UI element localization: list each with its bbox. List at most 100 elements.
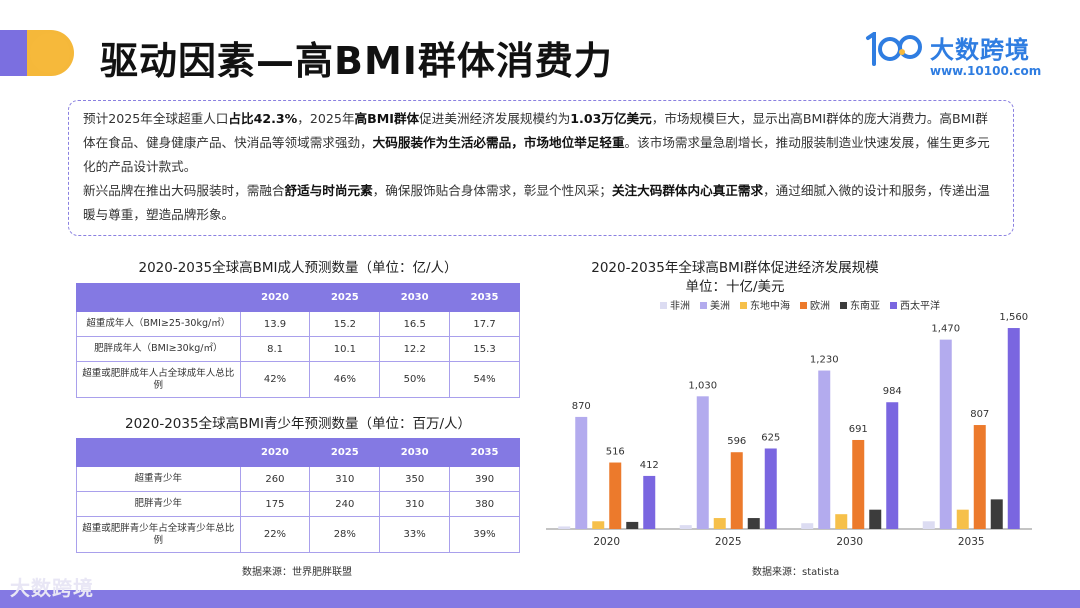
legend-swatch	[890, 302, 897, 309]
table-row: 肥胖青少年 175 240 310 380	[76, 491, 520, 517]
data-label: 516	[606, 447, 625, 458]
adult-forecast-table: 2020 2025 2030 2035 超重成年人（BMI≥25-30kg/㎡）…	[76, 283, 520, 398]
chart-subtitle: 单位：十亿/美元	[685, 279, 785, 295]
table-cell: 260	[239, 466, 311, 492]
table-cell: 10.1	[309, 336, 381, 362]
youth-table-title: 2020-2035全球高BMI青少年预测数量（单位：百万/人）	[124, 416, 472, 432]
summary-bold: 高BMI群体	[354, 111, 420, 126]
data-label: 596	[727, 436, 746, 447]
title-accent-shape	[0, 30, 74, 76]
summary-bold: 1.03万亿美元	[570, 111, 652, 126]
bar-东地中海-2035	[956, 509, 969, 529]
table-cell: 310	[379, 491, 451, 517]
table-cell: 310	[309, 466, 381, 492]
table-cell: 12.2	[379, 336, 451, 362]
bar-美洲-2025	[696, 396, 709, 529]
legend-label: 西太平洋	[900, 299, 940, 312]
table-row: 肥胖成年人（BMI≥30kg/㎡） 8.1 10.1 12.2 15.3	[76, 336, 520, 362]
table-header-cell: 2035	[449, 438, 520, 467]
bar-东南亚-2025	[747, 518, 760, 529]
legend-swatch	[840, 302, 847, 309]
source-right: 数据来源：statista	[752, 567, 840, 578]
row-label: 超重成年人（BMI≥25-30kg/㎡）	[76, 311, 241, 337]
data-label: 870	[572, 401, 591, 412]
bar-非洲-2025	[679, 525, 692, 529]
bar-东地中海-2025	[713, 518, 726, 529]
table-row: 超重或肥胖青少年占全球青少年总比例 22% 28% 33% 39%	[76, 516, 520, 553]
bar-西太平洋-2030	[886, 402, 899, 529]
table-cell: 46%	[309, 361, 381, 398]
table-row: 超重青少年 260 310 350 390	[76, 466, 520, 492]
data-label: 625	[761, 432, 780, 443]
table-header-cell	[76, 283, 241, 312]
table-header-cell: 2020	[239, 283, 311, 312]
legend-swatch	[660, 302, 667, 309]
summary-text: ，通过细腻入微的设计和服务，传递出温暖与尊重，塑造品牌形象。	[83, 183, 990, 222]
youth-forecast-table: 2020 2025 2030 2035 超重青少年 260 310 350 39…	[76, 438, 520, 553]
summary-bold: 关注大码群体内心真正需求	[611, 183, 764, 198]
logo-url: www.10100.com	[930, 64, 1042, 78]
bar-非洲-2020	[558, 526, 571, 529]
data-label: 412	[640, 460, 659, 471]
bar-东地中海-2020	[592, 521, 605, 529]
summary-bold: 舒适与时尚元素	[284, 183, 373, 198]
legend-label: 非洲	[670, 300, 690, 312]
legend-label: 欧洲	[810, 300, 830, 312]
summary-text: ，确保服饰贴合身体需求，彰显个性风采；	[372, 183, 612, 198]
bar-西太平洋-2035	[1007, 328, 1020, 529]
table-cell: 42%	[239, 361, 311, 398]
table-header-row: 2020 2025 2030 2035	[76, 438, 520, 467]
table-row: 超重成年人（BMI≥25-30kg/㎡） 13.9 15.2 16.5 17.7	[76, 311, 520, 337]
bar-东南亚-2030	[869, 509, 882, 529]
legend-label: 美洲	[710, 299, 730, 312]
adult-table-title: 2020-2035全球高BMI成人预测数量（单位：亿/人）	[138, 260, 458, 276]
table-cell: 380	[449, 491, 520, 517]
bar-西太平洋-2020	[643, 475, 656, 529]
row-label: 超重或肥胖青少年占全球青少年总比例	[76, 516, 241, 553]
footer-bar	[0, 590, 1080, 608]
bar-欧洲-2035	[973, 425, 986, 529]
summary-text: ，2025年	[297, 111, 355, 126]
data-label: 1,470	[931, 324, 960, 335]
table-cell: 175	[239, 491, 311, 517]
chart-title: 2020-2035年全球高BMI群体促进经济发展规模	[591, 260, 879, 276]
table-cell: 15.3	[449, 336, 520, 362]
bar-东地中海-2030	[835, 514, 848, 529]
table-header-cell	[76, 438, 241, 467]
table-cell: 240	[309, 491, 381, 517]
bar-欧洲-2020	[609, 462, 622, 529]
summary-box: 预计2025年全球超重人口占比42.3%，2025年高BMI群体促进美洲经济发展…	[68, 100, 1014, 236]
table-cell: 50%	[379, 361, 451, 398]
brand-logo: 大数跨境 www.10100.com	[864, 30, 1042, 82]
bar-东南亚-2035	[990, 499, 1003, 529]
bar-美洲-2020	[575, 416, 588, 529]
table-header-cell: 2030	[379, 283, 451, 312]
table-cell: 22%	[239, 516, 311, 553]
summary-text: ，市场规模巨大，显示出高BMI群体的庞大消费力。高BMI群体在食品、健身健康产品…	[83, 111, 988, 150]
table-header-row: 2020 2025 2030 2035	[76, 283, 520, 312]
bar-非洲-2030	[801, 523, 814, 529]
bar-美洲-2030	[818, 370, 831, 529]
table-row: 超重或肥胖成年人占全球成年人总比例 42% 46% 50% 54%	[76, 361, 520, 398]
summary-text: 预计2025年全球超重人口	[83, 111, 229, 126]
data-label: 807	[970, 409, 989, 420]
summary-paragraph-1: 预计2025年全球超重人口占比42.3%，2025年高BMI群体促进美洲经济发展…	[83, 107, 999, 179]
logo-name: 大数跨境	[930, 36, 1030, 64]
data-label: 691	[849, 424, 868, 435]
table-cell: 16.5	[379, 311, 451, 337]
summary-bold: 占比42.3%	[228, 111, 298, 126]
legend-swatch	[740, 302, 747, 309]
bar-非洲-2035	[922, 521, 935, 529]
legend-swatch	[800, 302, 807, 309]
x-tick-label: 2020	[593, 536, 620, 548]
table-header-cell: 2025	[309, 283, 381, 312]
summary-paragraph-2: 新兴品牌在推出大码服装时，需融合舒适与时尚元素，确保服饰贴合身体需求，彰显个性风…	[83, 179, 999, 227]
table-header-cell: 2035	[449, 283, 520, 312]
row-label: 超重或肥胖成年人占全球成年人总比例	[76, 361, 241, 398]
row-label: 超重青少年	[76, 466, 241, 492]
row-label: 肥胖青少年	[76, 491, 241, 517]
logo-mark-icon	[866, 32, 922, 66]
legend-label: 东地中海	[750, 299, 790, 312]
bar-东南亚-2020	[626, 521, 639, 529]
bar-美洲-2035	[939, 339, 952, 529]
